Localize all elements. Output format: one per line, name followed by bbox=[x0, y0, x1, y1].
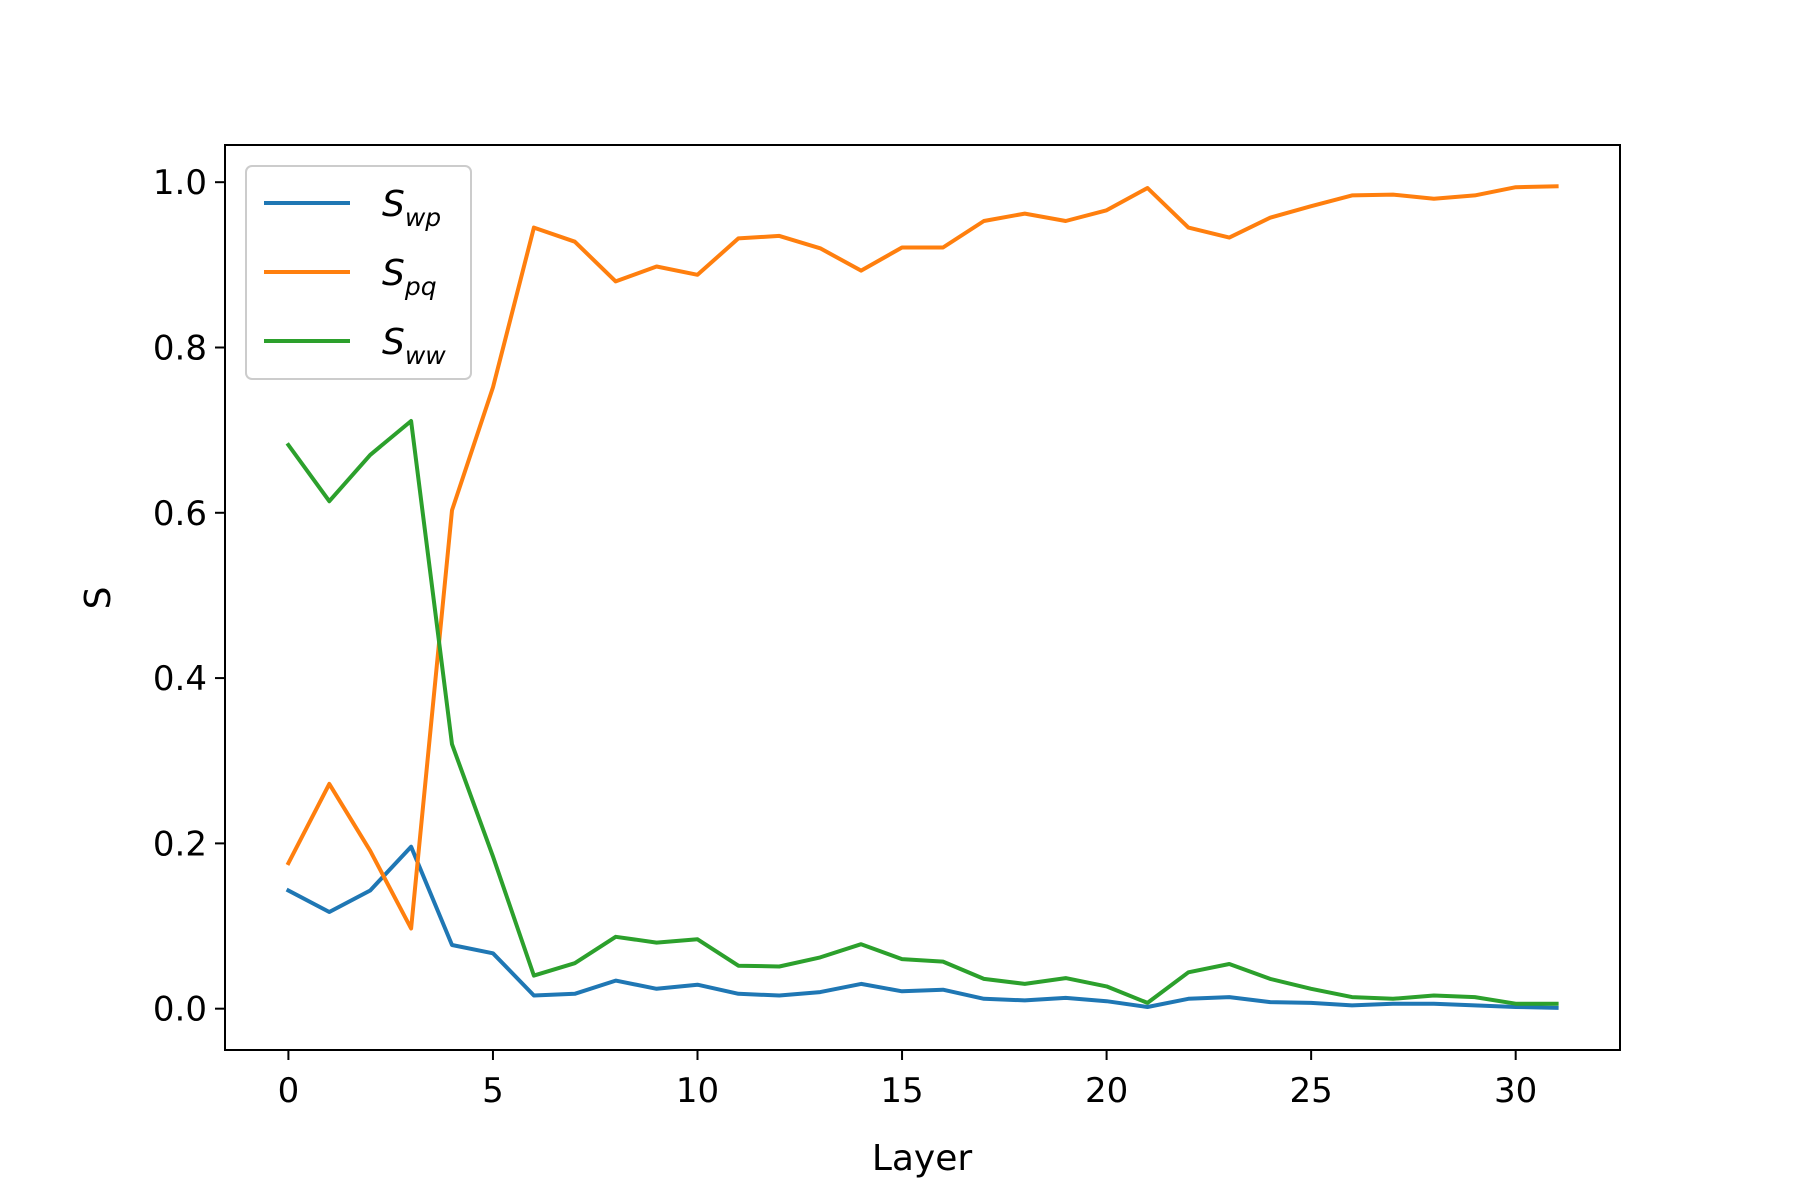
y-axis: 0.0 0.2 0.4 0.6 0.8 1.0 bbox=[153, 163, 225, 1030]
y-tick-label: 1.0 bbox=[153, 163, 207, 203]
y-axis-label: S bbox=[78, 587, 119, 610]
legend-box bbox=[245, 165, 472, 380]
x-tick-label: 5 bbox=[482, 1071, 504, 1111]
y-tick-label: 0.0 bbox=[153, 990, 207, 1030]
y-tick-label: 0.8 bbox=[153, 328, 207, 368]
y-tick-label: 0.6 bbox=[153, 494, 207, 534]
series-line-wp bbox=[285, 844, 1559, 1010]
x-axis: 0 5 10 15 20 25 30 bbox=[278, 1050, 1537, 1111]
x-tick-label: 0 bbox=[278, 1071, 300, 1111]
x-tick-label: 10 bbox=[676, 1071, 719, 1111]
y-tick-label: 0.4 bbox=[153, 659, 207, 699]
y-tick-label: 0.2 bbox=[153, 824, 207, 864]
x-axis-label: Layer bbox=[872, 1138, 973, 1179]
series-line-pq bbox=[285, 184, 1559, 931]
x-tick-label: 25 bbox=[1290, 1071, 1333, 1111]
series-line-ww bbox=[285, 419, 1559, 1006]
x-tick-label: 20 bbox=[1085, 1071, 1128, 1111]
series-layer bbox=[285, 184, 1559, 1010]
x-tick-label: 30 bbox=[1494, 1071, 1537, 1111]
x-tick-label: 15 bbox=[880, 1071, 923, 1111]
plot-area-frame bbox=[224, 144, 1621, 1051]
